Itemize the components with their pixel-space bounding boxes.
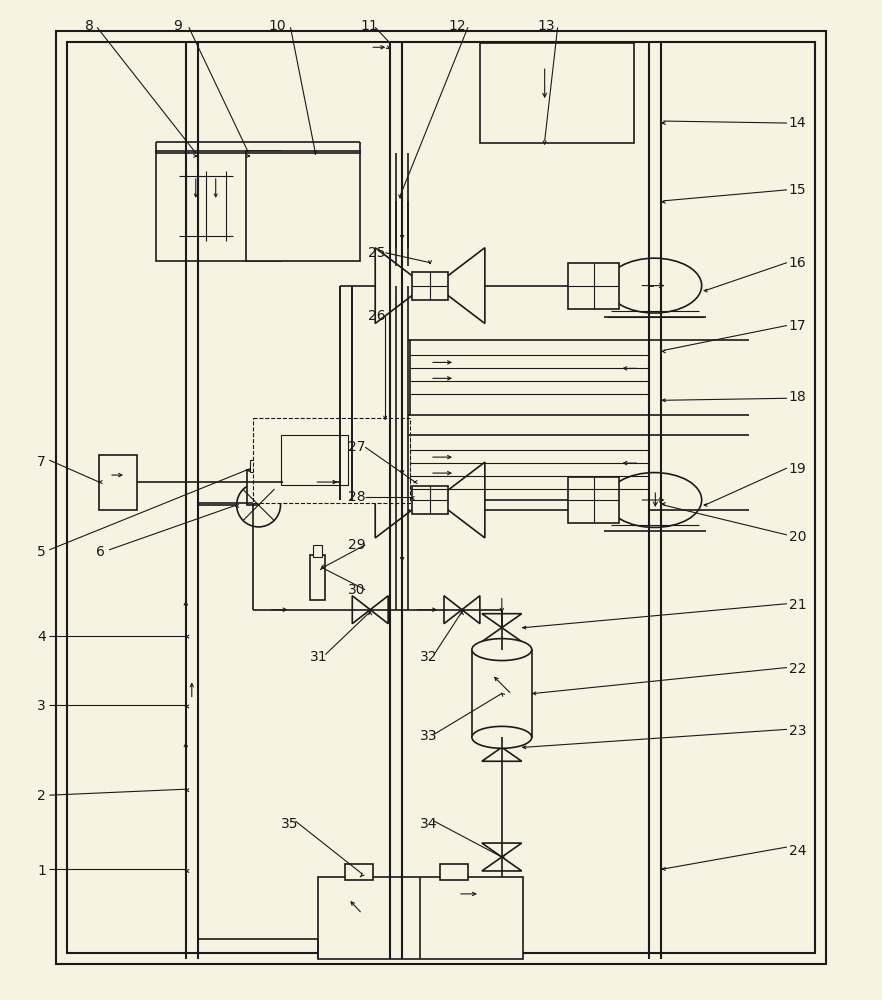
Bar	[412, 272, 448, 300]
Bar	[296, 470, 320, 490]
Text: 14: 14	[789, 116, 806, 130]
Polygon shape	[435, 248, 485, 323]
Bar	[410, 435, 649, 510]
Bar	[67, 42, 815, 953]
Bar	[156, 151, 280, 261]
Polygon shape	[370, 596, 388, 624]
Bar	[313, 545, 323, 557]
Bar	[318, 877, 523, 959]
Bar	[247, 470, 258, 505]
Polygon shape	[352, 596, 370, 624]
Text: 32: 32	[420, 650, 437, 664]
Polygon shape	[309, 450, 326, 480]
Ellipse shape	[607, 473, 702, 527]
Polygon shape	[375, 462, 425, 538]
Polygon shape	[482, 857, 522, 871]
Bar	[310, 555, 325, 600]
Text: 11: 11	[360, 19, 378, 33]
Polygon shape	[435, 462, 485, 538]
Text: 20: 20	[789, 530, 806, 544]
Text: 15: 15	[789, 183, 806, 197]
Text: 35: 35	[280, 817, 298, 831]
Text: 27: 27	[348, 440, 366, 454]
Text: 7: 7	[37, 455, 46, 469]
Text: 2: 2	[37, 789, 46, 803]
Text: 26: 26	[368, 309, 385, 323]
Bar	[480, 43, 634, 143]
Polygon shape	[482, 628, 522, 642]
Text: 8: 8	[86, 19, 94, 33]
Text: 30: 30	[348, 583, 366, 597]
Bar	[472, 650, 532, 737]
Text: 18: 18	[789, 390, 807, 404]
Text: 17: 17	[789, 319, 806, 333]
Polygon shape	[444, 596, 462, 624]
Bar	[245, 151, 360, 261]
Text: 33: 33	[420, 729, 437, 743]
Text: 1: 1	[37, 864, 46, 878]
Ellipse shape	[472, 726, 532, 748]
Text: 6: 6	[96, 545, 105, 559]
Bar	[280, 435, 348, 485]
Text: 25: 25	[368, 246, 385, 260]
Text: 10: 10	[268, 19, 286, 33]
Text: 4: 4	[37, 630, 46, 644]
Bar	[252, 418, 410, 503]
Text: 34: 34	[420, 817, 437, 831]
Text: 31: 31	[310, 650, 328, 664]
Polygon shape	[462, 596, 480, 624]
Bar	[56, 31, 826, 964]
Bar	[345, 864, 373, 880]
Text: 22: 22	[789, 662, 806, 676]
Polygon shape	[482, 733, 522, 747]
Text: 3: 3	[37, 699, 46, 713]
Text: 19: 19	[789, 462, 807, 476]
Bar	[412, 486, 448, 514]
Bar	[410, 340, 649, 415]
Polygon shape	[482, 747, 522, 761]
Polygon shape	[290, 450, 309, 480]
Polygon shape	[482, 614, 522, 628]
Text: 29: 29	[348, 538, 366, 552]
Bar	[568, 477, 619, 523]
Polygon shape	[375, 248, 425, 323]
Text: 13: 13	[538, 19, 556, 33]
Circle shape	[236, 483, 280, 527]
Polygon shape	[283, 458, 309, 502]
Bar	[440, 864, 468, 880]
Text: 16: 16	[789, 256, 807, 270]
Text: 28: 28	[348, 490, 366, 504]
Text: 9: 9	[173, 19, 182, 33]
Bar	[250, 460, 256, 472]
Bar	[99, 455, 137, 510]
Bar	[568, 263, 619, 309]
Polygon shape	[309, 458, 333, 502]
Text: 24: 24	[789, 844, 806, 858]
Text: 23: 23	[789, 724, 806, 738]
Text: 5: 5	[37, 545, 46, 559]
Text: 21: 21	[789, 598, 806, 612]
Text: 12: 12	[448, 19, 466, 33]
Ellipse shape	[472, 639, 532, 661]
Polygon shape	[482, 843, 522, 857]
Ellipse shape	[607, 258, 702, 313]
